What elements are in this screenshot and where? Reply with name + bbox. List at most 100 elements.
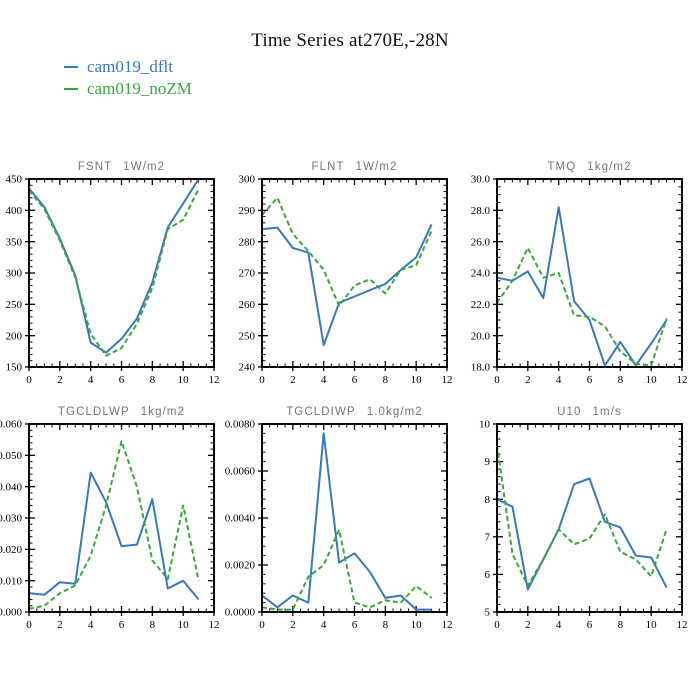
series-line-cam019_dflt-u10 [496, 477, 668, 591]
x-tick-label: 12 [209, 374, 220, 386]
minor-ticks [262, 179, 447, 367]
minor-ticks [497, 424, 682, 612]
series-line-cam019_dflt-tgcldlwp [28, 471, 200, 601]
x-tick-label: 8 [618, 619, 624, 631]
x-tick-label: 4 [556, 374, 562, 386]
y-tick-label: 5 [485, 607, 491, 619]
y-axis-labels-tgcldiwp: 0.0000 0.0020 0.0040 0.0060 0.0080 [225, 419, 256, 619]
major-ticks [25, 178, 215, 371]
y-tick-label: 0.0080 [225, 419, 256, 431]
x-axis-labels-tmq: 0 2 4 6 8 10 12 [494, 374, 687, 386]
y-tick-label: 26.0 [471, 236, 491, 248]
y-tick-label: 0.020 [0, 544, 23, 556]
subplot-title-tmq: TMQ 1kg/m2 [547, 161, 631, 173]
x-tick-label: 2 [525, 374, 531, 386]
series-line-cam019_noZM-tgcldiwp [261, 528, 433, 611]
x-tick-label: 8 [150, 619, 156, 631]
series-line-cam019_noZM-tgcldlwp [28, 440, 200, 610]
plot-frame [28, 178, 215, 368]
subplot-title-flnt: FLNT 1W/m2 [311, 161, 397, 173]
series-line-cam019_noZM-fsnt [28, 188, 200, 357]
subplot-tgcldiwp: TGCLDIWP 1.0kg/m2 0.0000 0.0020 0.0040 0.0060… [225, 406, 453, 631]
plot-frame [261, 423, 448, 613]
y-tick-label: 30.0 [471, 174, 491, 186]
x-tick-label: 2 [57, 619, 63, 631]
legend-line-sample-dflt [64, 66, 78, 68]
series-line-cam019_noZM-flnt [261, 196, 433, 307]
x-tick-label: 6 [119, 374, 125, 386]
y-tick-label: 10 [479, 419, 491, 431]
x-tick-label: 6 [587, 374, 593, 386]
y-axis-labels-u10: 5 6 7 8 9 10 [479, 419, 491, 619]
x-tick-label: 0 [259, 374, 265, 386]
y-tick-label: 250 [6, 299, 23, 311]
y-tick-label: 28.0 [471, 205, 491, 217]
x-tick-label: 4 [88, 374, 94, 386]
x-tick-label: 10 [411, 374, 423, 386]
x-tick-label: 0 [494, 374, 500, 386]
x-tick-label: 12 [677, 374, 688, 386]
x-tick-label: 12 [442, 619, 453, 631]
plot-frame [261, 178, 448, 368]
x-tick-label: 4 [321, 374, 327, 386]
y-tick-label: 0.060 [0, 419, 23, 431]
x-tick-label: 4 [556, 619, 562, 631]
series-line-cam019_noZM-u10 [496, 444, 668, 587]
subplot-flnt: FLNT 1W/m2 240 250 260 270 280 290 300 0 2 4 6 8 10 12 [239, 161, 453, 386]
series-line-cam019_dflt-fsnt [28, 178, 200, 354]
y-tick-label: 24.0 [471, 268, 491, 280]
figure-title: Time Series at270E,-28N [251, 30, 449, 51]
y-tick-label: 260 [239, 299, 256, 311]
x-tick-label: 0 [494, 619, 500, 631]
y-tick-label: 18.0 [471, 362, 491, 374]
plot-frame [496, 423, 683, 613]
x-tick-label: 4 [321, 619, 327, 631]
y-tick-label: 0.000 [0, 607, 23, 619]
legend-item-cam019-noZM: cam019_noZM [64, 78, 192, 100]
x-tick-label: 8 [150, 374, 156, 386]
y-tick-label: 8 [485, 494, 491, 506]
x-tick-label: 10 [178, 374, 190, 386]
y-tick-label: 0.0040 [225, 513, 256, 525]
x-tick-label: 10 [646, 374, 658, 386]
x-tick-label: 2 [57, 374, 63, 386]
series-line-cam019_noZM-tmq [496, 246, 668, 367]
x-axis-labels-tgcldiwp: 0 2 4 6 8 10 12 [259, 619, 452, 631]
y-tick-label: 20.0 [471, 330, 491, 342]
y-axis-labels-tmq: 18.0 20.0 22.0 24.0 26.0 28.0 30.0 [471, 174, 491, 374]
x-tick-label: 10 [411, 619, 423, 631]
x-tick-label: 8 [383, 619, 389, 631]
y-tick-label: 6 [485, 569, 491, 581]
subplot-tgcldlwp: TGCLDLWP 1kg/m20.0000.0100.0200.0300.0400… [0, 406, 220, 631]
y-tick-label: 280 [239, 236, 256, 248]
y-tick-label: 7 [485, 531, 491, 543]
subplot-u10: U10 1m/s 5 6 7 8 9 10 0 2 4 6 8 10 12 [479, 406, 688, 631]
y-tick-label: 0.0020 [225, 560, 256, 572]
x-tick-label: 6 [119, 619, 125, 631]
x-tick-label: 12 [677, 619, 688, 631]
y-tick-label: 300 [239, 174, 256, 186]
subplot-title-tgcldiwp: TGCLDIWP 1.0kg/m2 [286, 406, 423, 418]
series-line-cam019_dflt-flnt [261, 223, 433, 347]
x-axis-labels-fsnt: 0 2 4 6 8 10 12 [26, 374, 219, 386]
x-tick-label: 12 [442, 374, 453, 386]
y-tick-label: 250 [239, 330, 256, 342]
y-tick-label: 0.0060 [225, 466, 256, 478]
x-tick-label: 0 [26, 619, 32, 631]
y-tick-label: 400 [6, 205, 23, 217]
y-tick-label: 0.050 [0, 450, 23, 462]
x-axis-labels-flnt: 0 2 4 6 8 10 12 [259, 374, 452, 386]
plot-frame [496, 178, 683, 368]
y-tick-label: 350 [6, 236, 23, 248]
subplot-title-fsnt: FSNT 1W/m2 [78, 161, 165, 173]
major-ticks [493, 423, 683, 616]
y-tick-label: 22.0 [471, 299, 491, 311]
x-tick-label: 10 [646, 619, 658, 631]
x-tick-label: 12 [209, 619, 220, 631]
major-ticks [258, 178, 448, 371]
x-tick-label: 2 [525, 619, 531, 631]
subplot-tmq: TMQ 1kg/m2 18.0 20.0 22.0 24.0 26.0 28.0 30.0 0 2 4… [471, 161, 688, 386]
x-tick-label: 10 [178, 619, 190, 631]
